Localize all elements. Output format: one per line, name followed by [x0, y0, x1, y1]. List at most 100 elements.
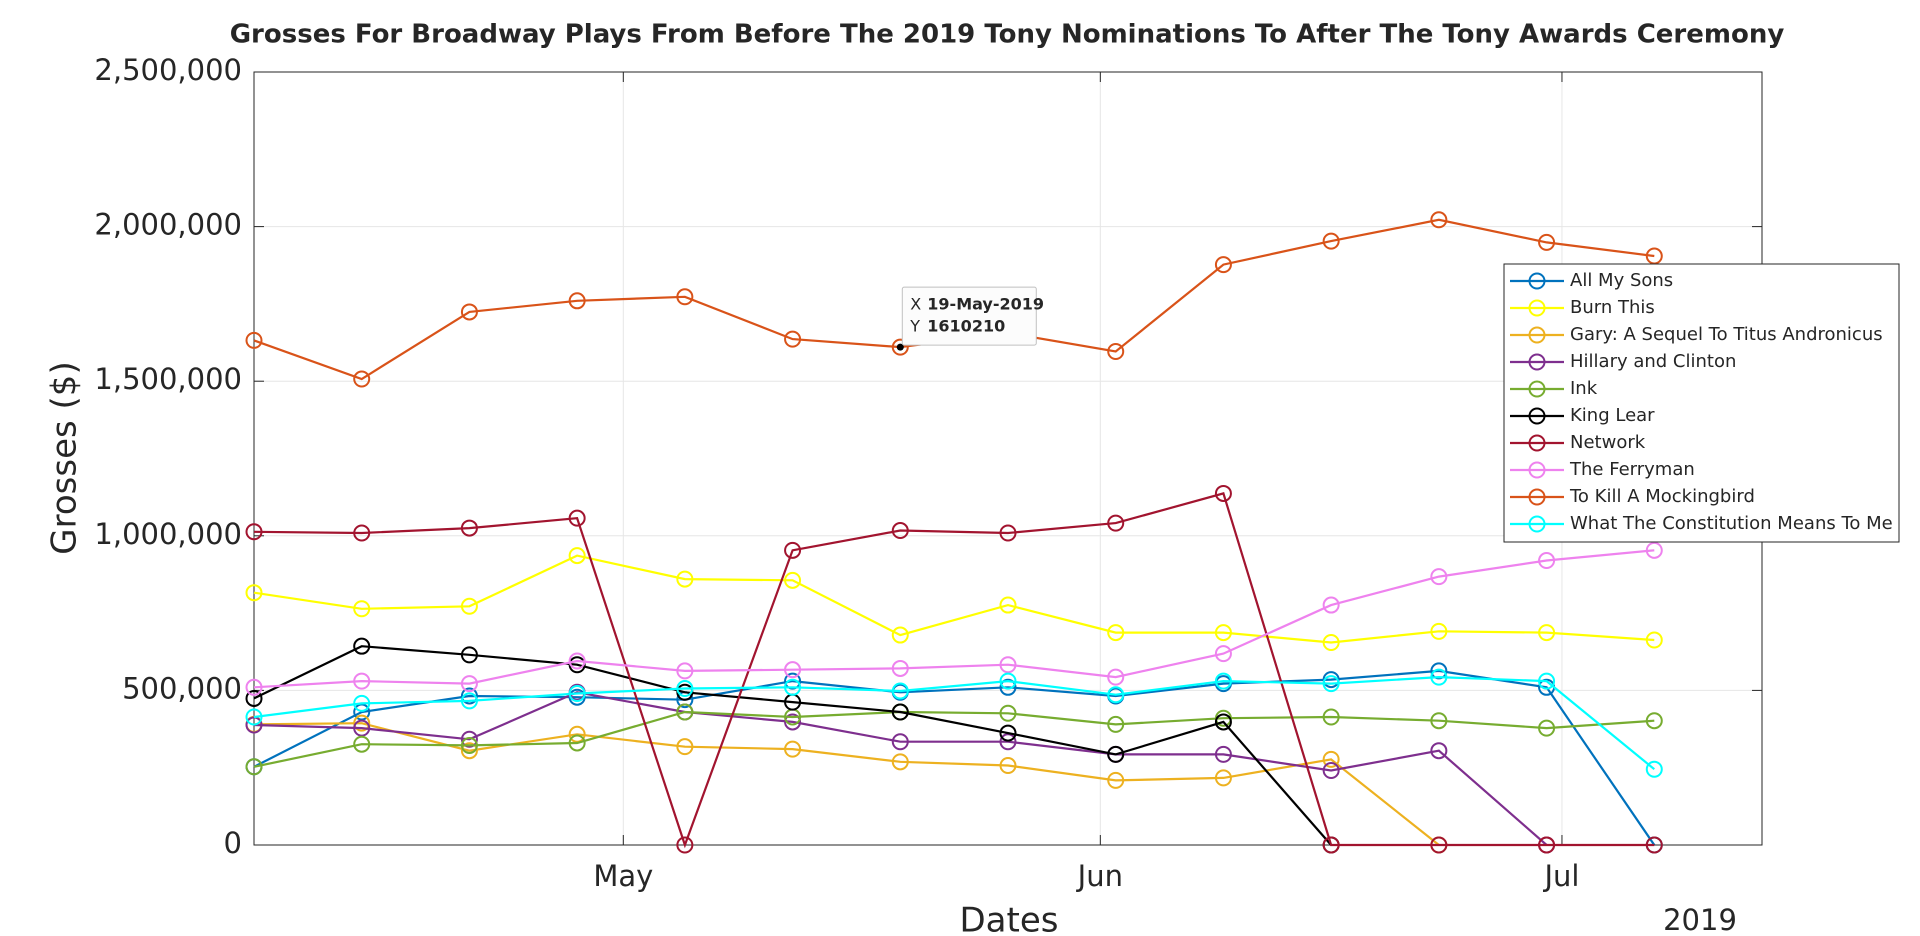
data-point: [784, 541, 802, 559]
data-point: [676, 680, 694, 698]
y-tick-label: 0: [224, 826, 242, 860]
data-point: [460, 687, 478, 705]
data-point: [1538, 233, 1556, 251]
series-line: [253, 554, 1655, 644]
y-tick-label: 500,000: [122, 671, 242, 705]
data-point: [245, 523, 263, 541]
series-line: [253, 675, 1655, 771]
legend-marker: [1528, 326, 1546, 344]
data-point: [1322, 708, 1340, 726]
data-point: [1214, 713, 1232, 731]
data-point: [1322, 761, 1340, 779]
data-point: [891, 522, 909, 540]
legend-label: All My Sons: [1570, 270, 1673, 291]
legend-label: King Lear: [1570, 405, 1655, 426]
data-point: [245, 689, 263, 707]
chart-title: Grosses For Broadway Plays From Before T…: [230, 20, 1785, 50]
data-point: [1430, 662, 1448, 680]
data-point: [1322, 836, 1340, 854]
data-point: [1430, 622, 1448, 640]
x-tick-label: Jun: [1076, 859, 1123, 893]
data-point: [245, 584, 263, 602]
data-point: [353, 694, 371, 712]
data-point: [784, 740, 802, 758]
data-point: [1430, 668, 1448, 686]
data-point: [1322, 675, 1340, 693]
datatip-y-name: Y: [909, 317, 920, 336]
data-point: [999, 524, 1017, 542]
data-point: [460, 742, 478, 760]
y-tick-label: 2,500,000: [94, 53, 242, 87]
data-point: [353, 714, 371, 732]
data-point: [1322, 671, 1340, 689]
datatip-x-name: X: [910, 295, 921, 314]
data-point: [1430, 712, 1448, 730]
data-point: [1430, 836, 1448, 854]
data-point: [245, 678, 263, 696]
data-point: [568, 734, 586, 752]
data-point: [676, 703, 694, 721]
series-line: [253, 645, 1332, 846]
data-point: [353, 524, 371, 542]
data-point: [353, 735, 371, 753]
data-point: [999, 733, 1017, 751]
data-point: [1107, 343, 1125, 361]
legend-label: To Kill A Mockingbird: [1569, 486, 1755, 507]
data-point: [460, 736, 478, 754]
data-point: [999, 757, 1017, 775]
y-tick-label: 2,000,000: [94, 208, 242, 242]
legend-marker: [1528, 353, 1546, 371]
data-point: [999, 724, 1017, 742]
data-point: [891, 659, 909, 677]
datatip-x-value: 19-May-2019: [927, 295, 1044, 314]
data-point: [676, 288, 694, 306]
data-point: [353, 672, 371, 690]
data-point: [245, 708, 263, 726]
legend-label: Burn This: [1570, 297, 1655, 318]
data-point: [999, 596, 1017, 614]
data-point: [1538, 624, 1556, 642]
data-point: [568, 547, 586, 565]
series-line: [253, 710, 1655, 768]
legend-label: The Ferryman: [1569, 459, 1695, 480]
data-point: [245, 716, 263, 734]
data-point: [676, 662, 694, 680]
data-point: [353, 719, 371, 737]
legend-marker: [1528, 434, 1546, 452]
data-point: [1107, 686, 1125, 704]
x-axis-label: Dates: [960, 901, 1059, 936]
data-point: [891, 703, 909, 721]
data-point: [891, 733, 909, 751]
data-point: [891, 682, 909, 700]
data-point: [1538, 672, 1556, 690]
legend-marker: [1528, 380, 1546, 398]
data-point: [1538, 552, 1556, 570]
data-point: [784, 571, 802, 589]
data-point: [460, 730, 478, 748]
data-point: [460, 519, 478, 537]
data-point: [784, 678, 802, 696]
data-point: [245, 758, 263, 776]
legend-marker: [1528, 515, 1546, 533]
data-point: [568, 684, 586, 702]
data-point: [1430, 742, 1448, 760]
data-point: [1430, 568, 1448, 586]
y-tick-label: 1,000,000: [94, 517, 242, 551]
data-point: [784, 661, 802, 679]
legend-marker: [1528, 488, 1546, 506]
data-point: [1645, 760, 1663, 778]
series-line: [253, 669, 1656, 846]
data-point: [460, 675, 478, 693]
legend-label: Gary: A Sequel To Titus Andronicus: [1570, 324, 1883, 345]
data-point: [676, 738, 694, 756]
legend-label: Hillary and Clinton: [1570, 351, 1736, 372]
data-point: [1645, 712, 1663, 730]
legend-label: Network: [1570, 432, 1646, 453]
data-point: [460, 597, 478, 615]
data-point: [784, 330, 802, 348]
x-tick-label: May: [593, 859, 653, 893]
data-point: [891, 338, 909, 356]
data-point: [1645, 631, 1663, 649]
data-point: [1107, 745, 1125, 763]
data-point: [568, 509, 586, 527]
